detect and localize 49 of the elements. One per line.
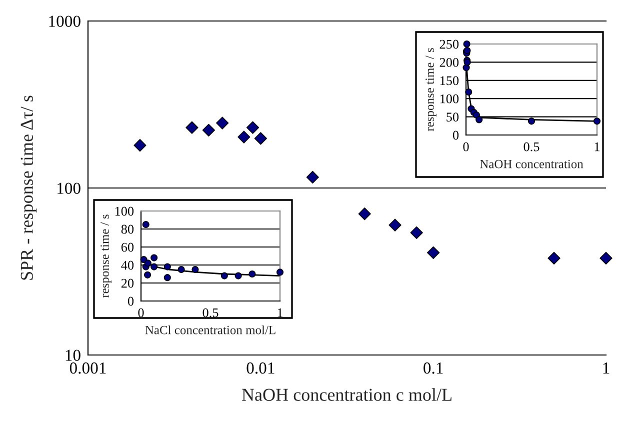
y-tick-label: 1000 [49, 16, 80, 27]
y-tick-label: 80 [121, 224, 134, 234]
point [593, 118, 601, 125]
x-tick-label: 1 [278, 308, 283, 318]
x-tick-label: 0 [138, 308, 144, 318]
x-tick-label: 0.1 [424, 362, 443, 374]
y-axis-title: SPR - response time Δτ/ s [20, 96, 37, 280]
x-tick-label: 0.001 [70, 362, 106, 374]
point [164, 263, 171, 270]
x-tick-label: 0.5 [524, 142, 540, 152]
y-axis-title: response time / s [426, 48, 436, 132]
y-tick-label: 150 [440, 76, 459, 86]
point [248, 270, 256, 278]
point [164, 274, 171, 282]
point [144, 260, 152, 267]
x-tick-label: 1 [603, 362, 610, 374]
point [142, 220, 150, 228]
y-tick-label: 250 [440, 40, 459, 49]
x-axis-title: NaOH concentration c mol/L [242, 388, 452, 401]
x-tick-label: 0.01 [246, 362, 274, 374]
x-axis-title: NaOH concentration [480, 160, 584, 168]
point [150, 263, 158, 270]
y-tick-label: 200 [440, 58, 459, 67]
y-tick-label: 60 [121, 242, 134, 252]
x-tick-label: 0 [463, 142, 469, 152]
y-tick-label: 10 [66, 350, 80, 361]
point [144, 271, 152, 278]
y-tick-label: 100 [115, 206, 134, 216]
point [463, 40, 470, 48]
y-axis-title: response time / s [100, 214, 112, 298]
point [178, 266, 185, 274]
point [465, 88, 472, 96]
y-tick-label: 0 [452, 130, 459, 140]
point [150, 254, 158, 262]
x-tick-label: 0.5 [202, 308, 218, 318]
point [476, 116, 483, 124]
y-tick-label: 0 [128, 296, 134, 306]
y-tick-label: 100 [440, 94, 459, 104]
x-axis-title: NaCl concentration mol/L [145, 325, 276, 334]
y-tick-label: 50 [446, 112, 459, 122]
y-tick-label: 40 [121, 260, 134, 270]
point [192, 266, 199, 274]
point [276, 268, 284, 276]
y-tick-label: 100 [58, 182, 80, 194]
point [220, 272, 228, 280]
point [528, 118, 536, 125]
point [234, 272, 242, 280]
y-tick-label: 20 [121, 278, 134, 288]
x-tick-label: 1 [594, 142, 600, 152]
